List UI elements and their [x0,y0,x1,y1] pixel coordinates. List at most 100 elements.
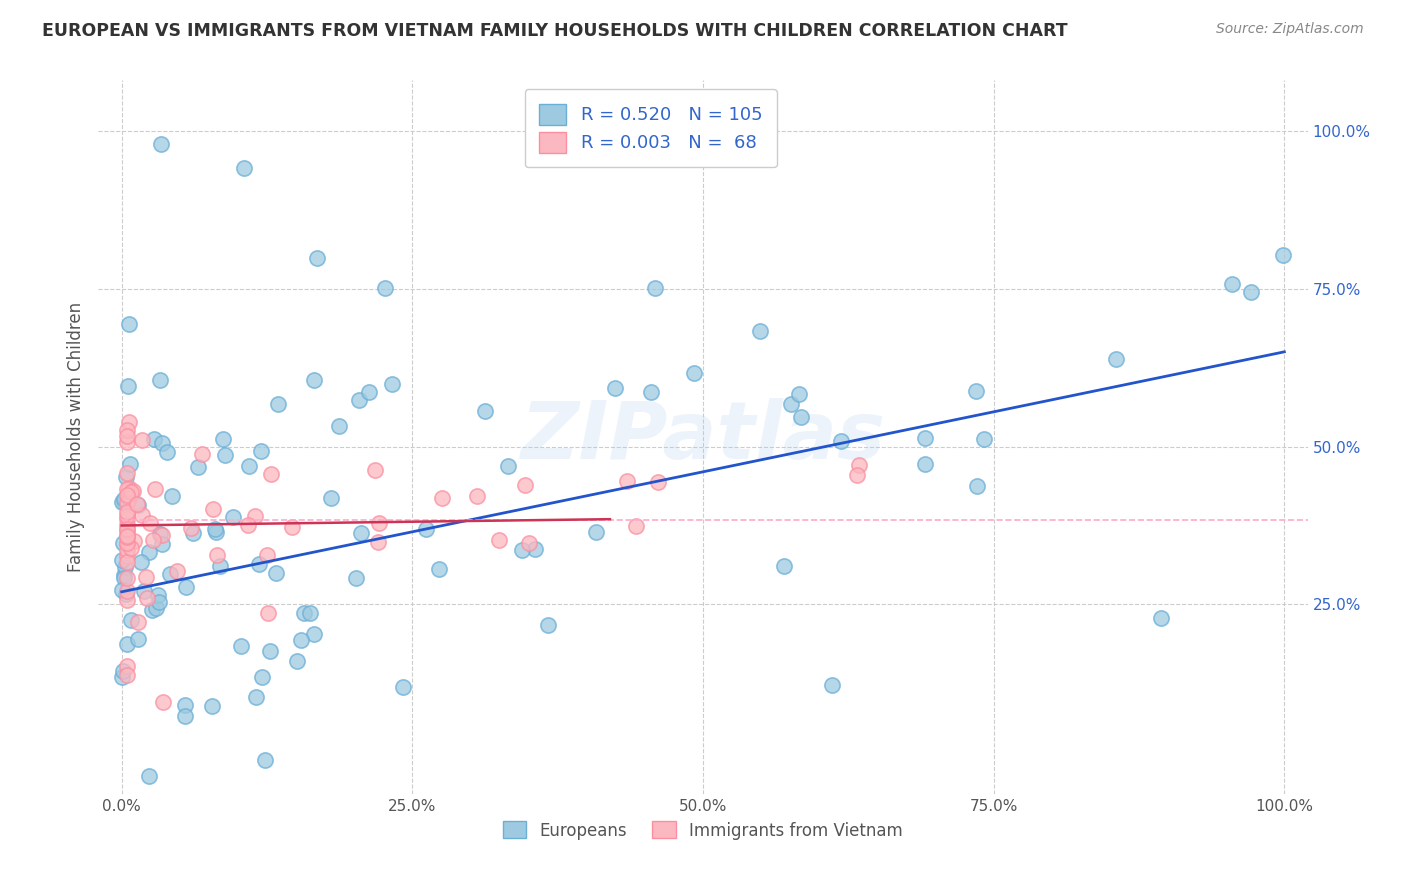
Point [302,374,325,388]
Point [465,489,488,503]
Point [965,384,987,399]
Point [134,584,156,599]
Point [150,537,173,551]
Point [349,393,371,408]
Point [120,541,142,555]
Point [143,432,166,446]
Point [129,555,152,569]
Point [524,542,547,557]
Point [136,591,159,606]
Point [135,570,157,584]
Point [644,281,666,295]
Point [117,592,139,607]
Point [121,484,143,499]
Point [821,678,844,692]
Point [212,433,235,447]
Point [112,492,135,507]
Point [112,494,135,508]
Point [973,432,995,446]
Point [111,582,134,597]
Point [749,324,772,338]
Point [914,458,936,472]
Point [250,443,273,458]
Point [780,397,803,411]
Point [427,561,450,575]
Point [830,434,852,449]
Point [243,508,266,523]
Point [127,632,149,646]
Point [585,524,607,539]
Text: Source: ZipAtlas.com: Source: ZipAtlas.com [1216,22,1364,37]
Point [846,467,869,482]
Point [117,435,139,450]
Point [117,542,139,557]
Point [142,533,165,548]
Point [149,527,172,541]
Point [257,606,280,620]
Point [249,557,271,571]
Point [111,670,134,684]
Point [117,524,139,538]
Point [1272,248,1295,262]
Point [204,522,226,536]
Point [512,543,534,558]
Point [174,580,197,594]
Point [259,644,281,658]
Point [111,665,134,679]
Point [214,448,236,462]
Point [640,385,662,400]
Point [138,769,160,783]
Point [208,559,231,574]
Point [111,553,134,567]
Point [914,431,936,445]
Point [603,381,626,395]
Point [232,161,254,176]
Point [1105,352,1128,367]
Point [160,489,183,503]
Point [488,533,510,547]
Point [145,601,167,615]
Point [238,458,260,473]
Point [122,534,145,549]
Point [117,529,139,543]
Point [1240,285,1263,300]
Point [115,469,138,483]
Point [141,603,163,617]
Point [117,428,139,442]
Point [787,387,810,401]
Legend: Europeans, Immigrants from Vietnam: Europeans, Immigrants from Vietnam [496,814,910,847]
Point [117,555,139,569]
Point [156,445,179,459]
Text: ZIPatlas: ZIPatlas [520,398,886,476]
Point [118,317,141,331]
Point [117,505,139,519]
Point [1220,277,1243,291]
Point [231,639,253,653]
Point [180,520,202,534]
Point [267,397,290,411]
Point [173,708,195,723]
Point [127,498,149,512]
Point [117,512,139,526]
Point [266,566,288,580]
Point [517,536,540,550]
Point [207,548,229,562]
Point [150,528,173,542]
Point [236,518,259,533]
Point [328,419,350,434]
Point [149,373,172,387]
Point [305,252,328,266]
Point [302,626,325,640]
Point [287,654,309,668]
Point [111,535,134,549]
Point [148,595,170,609]
Point [117,496,139,510]
Point [143,482,166,496]
Point [117,667,139,681]
Point [117,584,139,599]
Point [120,485,142,500]
Y-axis label: Family Households with Children: Family Households with Children [66,302,84,572]
Point [773,558,796,573]
Point [112,568,135,582]
Point [381,376,404,391]
